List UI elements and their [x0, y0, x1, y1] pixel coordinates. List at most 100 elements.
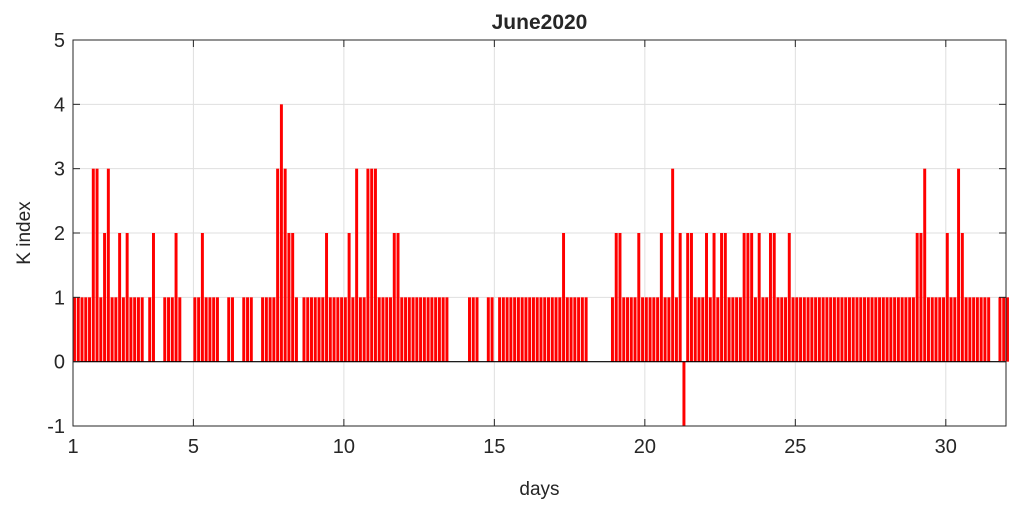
k-index-bar	[938, 297, 942, 362]
k-index-bar	[167, 297, 171, 362]
k-index-bar	[129, 297, 133, 362]
k-index-bar	[648, 297, 652, 362]
k-index-bar	[91, 168, 95, 362]
k-index-bar	[810, 297, 814, 362]
k-index-bar	[957, 168, 961, 362]
k-index-bar	[80, 297, 84, 362]
k-index-bar	[468, 297, 471, 362]
k-index-bar	[972, 297, 976, 362]
k-index-bar	[674, 297, 678, 362]
k-index-bar	[426, 297, 430, 362]
k-index-bar	[174, 233, 178, 362]
k-index-bar	[283, 168, 287, 362]
k-index-bar	[776, 297, 780, 362]
k-index-bar	[750, 233, 754, 362]
k-index-bar	[358, 297, 362, 362]
k-index-bar	[765, 297, 769, 362]
k-index-bar	[644, 297, 648, 362]
k-index-bar	[836, 297, 840, 362]
k-index-bar	[723, 233, 727, 362]
y-tick-label: 4	[54, 94, 65, 116]
k-index-bar	[351, 297, 355, 362]
k-index-bar	[362, 297, 366, 362]
k-index-bar	[840, 297, 844, 362]
k-index-bar	[626, 297, 629, 362]
k-index-bar	[140, 297, 144, 362]
k-index-bar	[118, 233, 122, 362]
k-index-bar	[934, 297, 938, 362]
k-index-bar	[302, 297, 306, 362]
k-index-bar	[678, 233, 682, 362]
k-index-bar	[441, 297, 445, 362]
k-index-bar	[558, 297, 562, 362]
k-index-bar	[310, 297, 313, 362]
k-index-bar	[84, 297, 88, 362]
k-index-bar	[851, 297, 855, 362]
k-index-bar	[727, 297, 731, 362]
k-index-bar	[294, 297, 298, 362]
k-index-bar	[787, 233, 791, 362]
k-index-bar	[671, 168, 675, 362]
k-index-bar	[885, 297, 889, 362]
k-index-bar	[987, 297, 991, 362]
k-index-bar	[505, 297, 509, 362]
k-index-bar	[516, 297, 520, 362]
x-tick-label: 1	[67, 436, 78, 458]
k-index-bar	[667, 297, 671, 362]
k-index-bar	[373, 168, 377, 362]
k-index-bar	[204, 297, 208, 362]
k-index-bar	[577, 297, 581, 362]
k-index-bar	[328, 297, 332, 362]
k-index-bar	[870, 297, 874, 362]
y-tick-label: 0	[54, 352, 65, 374]
k-index-bar	[855, 297, 859, 362]
k-index-bar	[227, 297, 231, 362]
k-index-bar	[893, 297, 897, 362]
k-index-bar	[306, 297, 310, 362]
x-tick-label: 15	[483, 436, 505, 458]
k-index-bar	[580, 297, 584, 362]
k-index-bar	[355, 168, 359, 362]
k-index-bar	[889, 297, 893, 362]
k-index-bar	[404, 297, 408, 362]
k-index-bar	[317, 297, 321, 362]
k-index-bar	[945, 233, 949, 362]
k-index-bar	[95, 168, 99, 362]
k-index-bar	[76, 297, 80, 362]
k-index-bar	[543, 297, 547, 362]
k-index-bar	[942, 297, 945, 362]
k-index-bar	[712, 233, 716, 362]
k-index-bar	[103, 233, 107, 362]
k-index-bar	[689, 233, 693, 362]
k-index-bar	[832, 297, 836, 362]
k-index-bar	[261, 297, 265, 362]
k-index-bar	[708, 297, 712, 362]
y-tick-label: 1	[54, 287, 65, 309]
k-index-bar	[817, 297, 821, 362]
k-index-bar	[614, 233, 618, 362]
k-index-bar	[863, 297, 866, 362]
k-index-bar	[979, 297, 983, 362]
k-index-bar	[437, 297, 441, 362]
k-index-bar	[445, 297, 449, 362]
k-index-bar	[791, 297, 795, 362]
k-index-bar	[610, 297, 614, 362]
k-index-bar	[242, 297, 246, 362]
k-index-bar	[881, 297, 885, 362]
k-index-bar	[866, 297, 870, 362]
k-index-bar	[471, 297, 475, 362]
k-index-bar	[735, 297, 739, 362]
k-index-bar	[825, 297, 829, 362]
k-index-bar	[422, 297, 426, 362]
k-index-bar	[411, 297, 415, 362]
k-index-bar	[923, 168, 927, 362]
k-index-bar	[475, 297, 479, 362]
k-index-bar	[618, 233, 622, 362]
k-index-bar	[960, 233, 964, 362]
k-index-bar	[231, 297, 234, 362]
k-index-bar	[114, 297, 118, 362]
k-index-bar	[152, 233, 155, 362]
k-index-bar	[366, 168, 370, 362]
